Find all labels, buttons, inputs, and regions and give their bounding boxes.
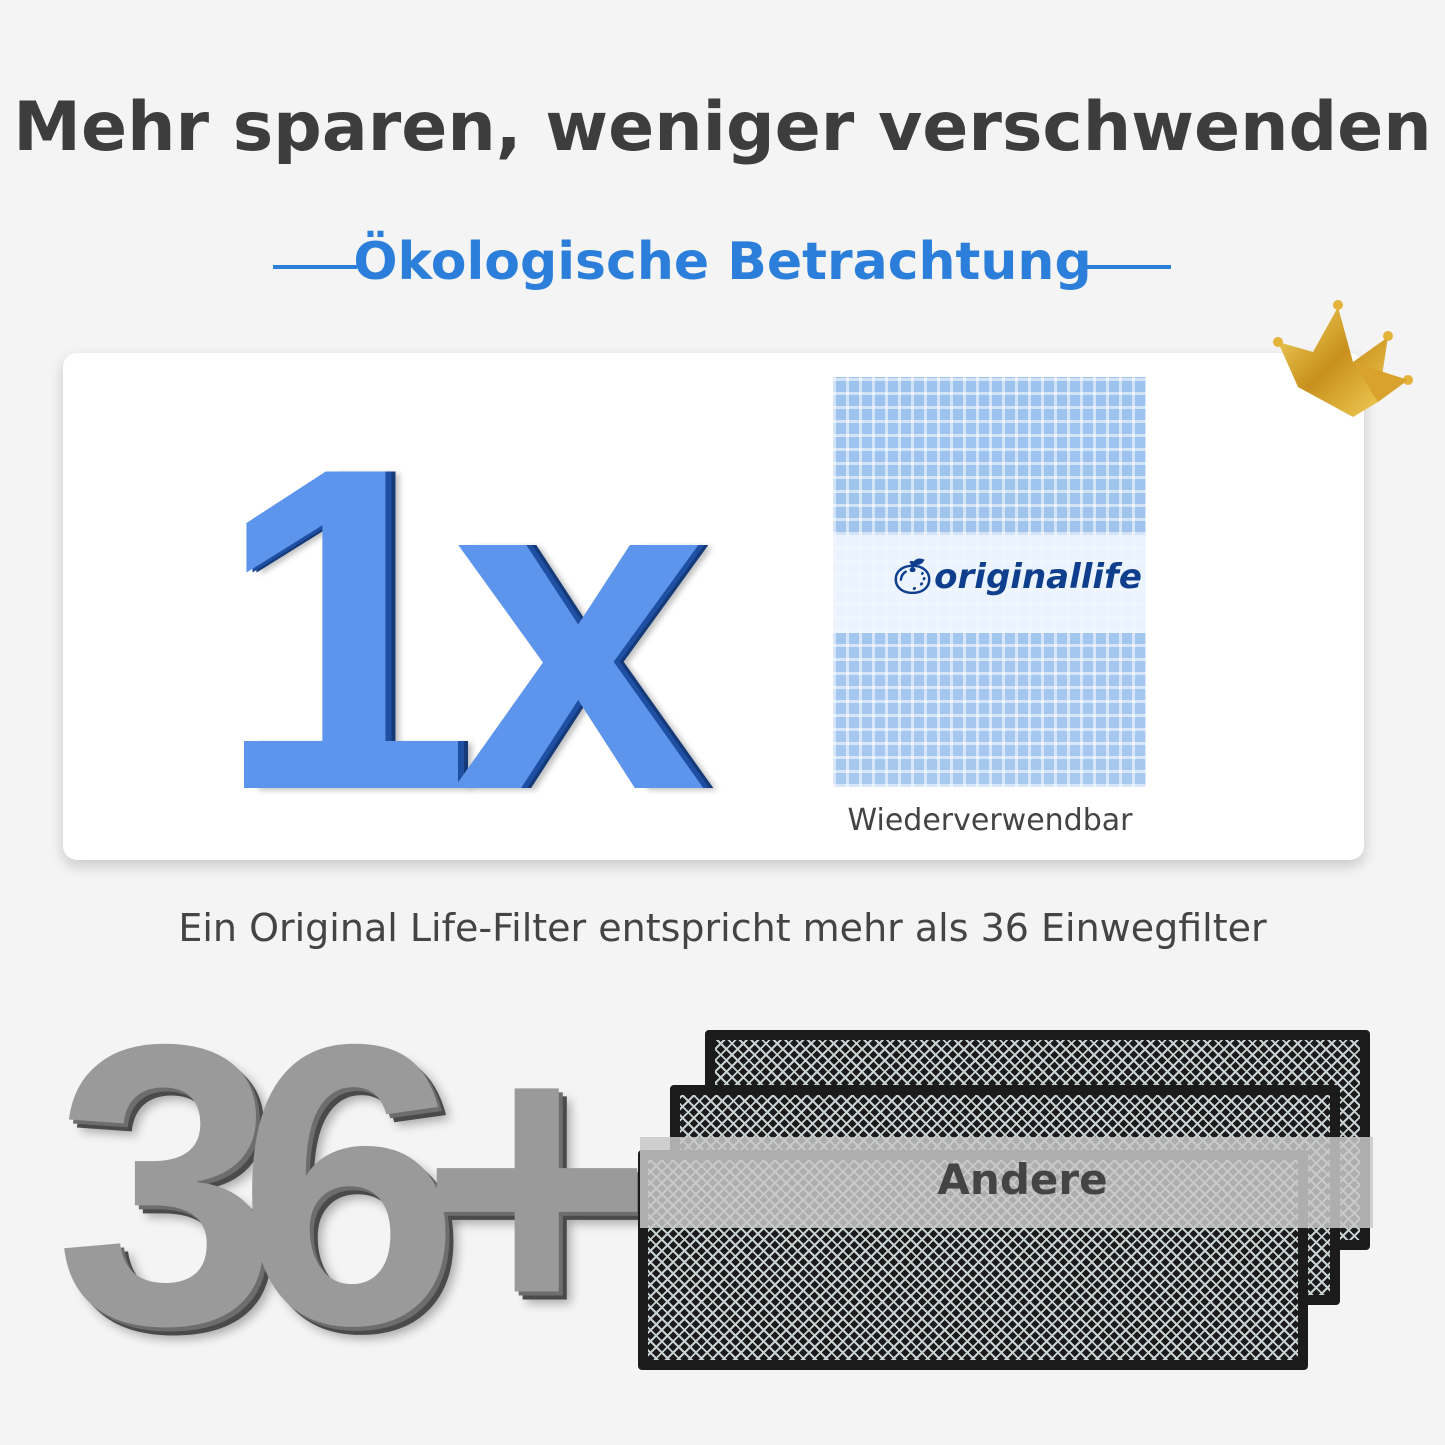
one-x-label: 1x <box>215 373 707 886</box>
thirty-six-label: 36+ <box>55 961 653 1408</box>
others-band <box>640 1137 1373 1228</box>
subtitle: Ökologische Betrachtung <box>353 232 1092 292</box>
others-label: Andere <box>937 1155 1108 1204</box>
reusable-filter-image: 🍊︎originallife <box>833 377 1146 787</box>
brand-logo: 🍊︎originallife <box>891 557 1142 597</box>
subtitle-line-left <box>273 265 357 269</box>
filter-label-band: 🍊︎originallife <box>833 535 1146 633</box>
leaf-icon: 🍊︎ <box>891 557 935 597</box>
page-title: Mehr sparen, weniger verschwenden <box>13 88 1432 167</box>
comparison-card <box>63 353 1364 860</box>
reusable-label: Wiederverwendbar <box>847 803 1133 838</box>
subtitle-line-right <box>1087 265 1171 269</box>
caption: Ein Original Life-Filter entspricht mehr… <box>178 906 1267 950</box>
crown-icon <box>1273 300 1413 417</box>
